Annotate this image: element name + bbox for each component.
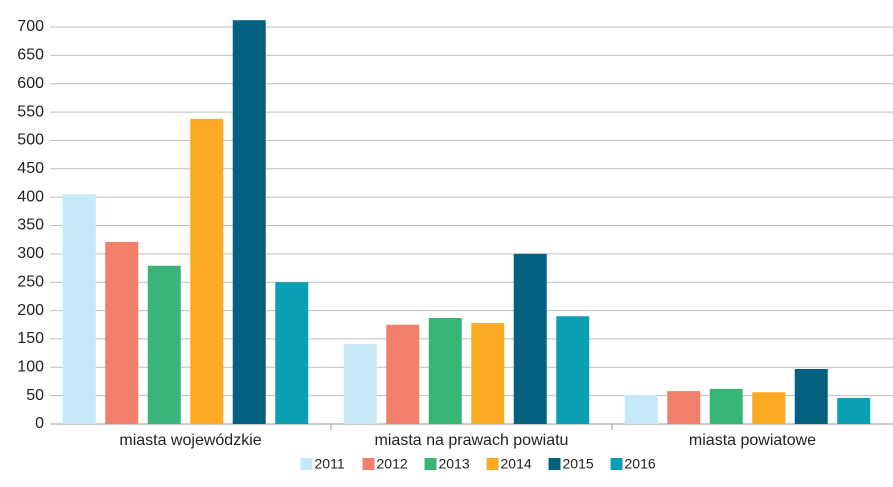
- bar: [752, 392, 786, 424]
- y-tick-label: 650: [17, 47, 44, 64]
- y-tick-label: 350: [17, 217, 44, 234]
- bar: [624, 395, 658, 424]
- y-tick-label: 450: [17, 160, 44, 177]
- bar: [471, 323, 505, 424]
- bar: [556, 316, 590, 424]
- legend-label: 2016: [625, 456, 656, 472]
- legend-swatch: [610, 458, 623, 470]
- y-tick-label: 0: [35, 415, 44, 432]
- legend-swatch: [300, 458, 313, 470]
- y-tick-label: 50: [26, 387, 44, 404]
- x-tick-label: miasta powiatowe: [689, 432, 816, 449]
- bar: [147, 265, 181, 424]
- bar: [386, 324, 420, 424]
- y-tick-label: 400: [17, 188, 44, 205]
- legend-swatch: [424, 458, 437, 470]
- bar: [667, 391, 701, 424]
- y-tick-label: 550: [17, 103, 44, 120]
- y-tick-label: 500: [17, 132, 44, 149]
- y-tick-label: 600: [17, 75, 44, 92]
- y-tick-label: 700: [17, 18, 44, 35]
- y-tick-label: 300: [17, 245, 44, 262]
- bar: [232, 20, 266, 425]
- legend-label: 2011: [315, 456, 345, 472]
- bar: [62, 194, 96, 424]
- bar: [105, 241, 139, 424]
- bar: [513, 253, 547, 424]
- bar: [709, 388, 743, 424]
- y-tick-label: 250: [17, 273, 44, 290]
- legend-label: 2013: [439, 456, 470, 472]
- bar: [343, 344, 377, 424]
- legend-label: 2014: [501, 456, 532, 472]
- legend-swatch: [486, 458, 499, 470]
- y-tick-label: 200: [17, 302, 44, 319]
- bar: [794, 368, 828, 424]
- bar: [190, 118, 224, 425]
- legend-swatch: [548, 458, 561, 470]
- legend-swatch: [362, 458, 375, 470]
- bar: [428, 317, 462, 424]
- legend-label: 2012: [377, 456, 408, 472]
- y-tick-label: 100: [17, 359, 44, 376]
- bar: [837, 397, 871, 424]
- y-tick-label: 150: [17, 330, 44, 347]
- legend-label: 2015: [563, 456, 594, 472]
- bar: [275, 282, 309, 424]
- x-tick-label: miasta wojewódzkie: [119, 432, 261, 449]
- x-tick-label: miasta na prawach powiatu: [375, 432, 569, 449]
